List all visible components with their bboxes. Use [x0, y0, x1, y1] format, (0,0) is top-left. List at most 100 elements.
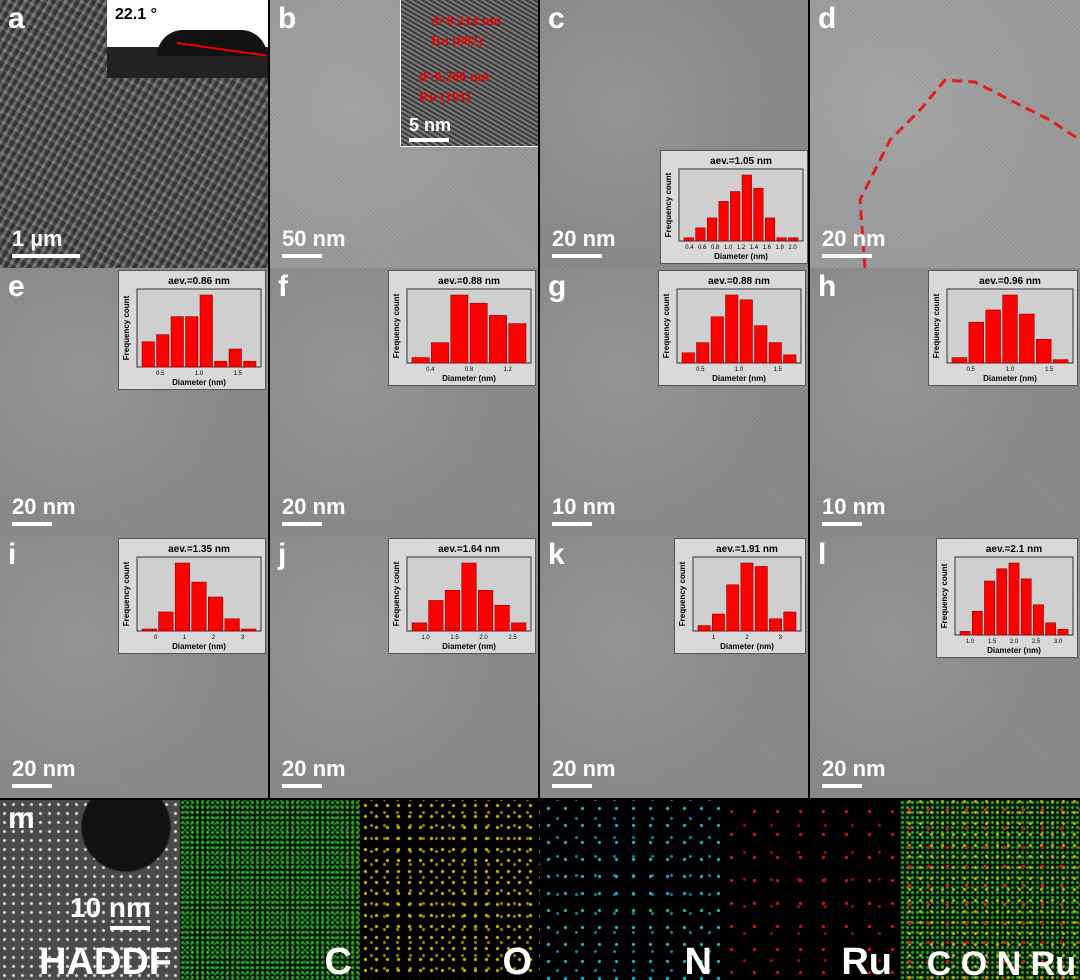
histogram-bar — [478, 589, 494, 632]
scale-bar-m: 10 nm — [70, 894, 151, 930]
histogram-bar — [411, 357, 430, 364]
x-tick-label: 1.0 — [195, 371, 204, 377]
histogram-g: aev.=0.88 nm 0.5 1.0 1.5 Diameter (nm) Freque… — [658, 270, 806, 386]
x-tick-label: 1.8 — [775, 245, 784, 251]
histogram-bar — [1008, 562, 1020, 636]
contact-angle-inset: 22.1 ° — [107, 0, 268, 78]
panel-label-i: i — [8, 538, 17, 571]
fringe-label-1: d=0.214 nm — [431, 14, 502, 29]
histogram-bar — [224, 618, 240, 632]
histogram-svg: aev.=0.88 nm 0.4 0.8 1.2 Diameter (nm) Freque… — [392, 276, 532, 383]
histogram-bar — [996, 568, 1008, 636]
y-axis-label: Frequency count — [662, 293, 671, 358]
carbon-label: C — [324, 941, 352, 980]
panel-label-d: d — [818, 2, 837, 35]
histogram-bar — [1036, 338, 1052, 364]
scale-bar-i: 20 nm — [12, 758, 76, 788]
panel-e-tem-image: e 20 nm aev.=0.86 nm 0.5 1.0 1.5 Diameter (n… — [0, 268, 268, 536]
ruthenium-map: Ru — [720, 800, 900, 980]
histogram-bar — [683, 237, 694, 242]
histogram-bar — [444, 589, 460, 632]
histogram-bar — [199, 294, 213, 368]
panel-label-c: c — [548, 2, 565, 35]
x-tick-label: 1.0 — [421, 635, 430, 641]
panel-h-tem-image: h 10 nm aev.=0.96 nm 0.5 1.0 1.5 Diameter (n… — [810, 268, 1080, 536]
histogram-bar — [1052, 359, 1069, 364]
histogram-bar — [1057, 628, 1069, 636]
x-tick-label: 1.6 — [763, 245, 772, 251]
x-axis-label: Diameter (nm) — [442, 642, 496, 651]
histogram-bar — [681, 352, 695, 364]
x-tick-label: 1.2 — [503, 367, 512, 373]
oxygen-label: O — [502, 941, 532, 980]
nitrogen-map: N — [540, 800, 720, 980]
inset-scale-bar-b: 5 nm — [409, 116, 451, 142]
x-tick-label: 1.5 — [450, 635, 459, 641]
x-tick-label: 1.5 — [773, 367, 782, 373]
fringe-label-2b: Ru (101) — [419, 90, 471, 105]
histogram-bar — [511, 622, 527, 632]
panel-k-tem-image: k 20 nm aev.=1.91 nm 1 2 3 Diameter (nm) Freq… — [540, 536, 808, 798]
panel-label-l: l — [818, 538, 827, 571]
histogram-title: aev.=0.88 nm — [708, 276, 770, 287]
scale-bar-f: 20 nm — [282, 496, 346, 526]
histogram-bar — [170, 316, 184, 368]
x-tick-label: 2.0 — [1010, 639, 1019, 645]
x-tick-label: 0 — [154, 635, 158, 641]
y-axis-label: Frequency count — [392, 561, 401, 626]
histogram-bar — [710, 316, 724, 364]
haadf-map: m 10 nm HADDF — [0, 800, 180, 980]
x-tick-label: 2.5 — [1032, 639, 1041, 645]
x-tick-label: 1.0 — [1006, 367, 1015, 373]
histogram-bar — [725, 294, 739, 364]
x-tick-label: 1.0 — [724, 245, 733, 251]
contact-angle-value: 22.1 ° — [115, 6, 157, 23]
haadf-label: HADDF — [39, 941, 172, 980]
x-axis-label: Diameter (nm) — [172, 378, 226, 387]
panel-d-tem-image: d 20 nm — [810, 0, 1080, 268]
y-axis-label: Frequency count — [932, 293, 941, 358]
histogram-bar — [174, 562, 190, 632]
panel-label-f: f — [278, 270, 288, 303]
scale-text-a: 1 µm — [12, 226, 63, 251]
panel-g-tem-image: g 10 nm aev.=0.88 nm 0.5 1.0 1.5 Diameter (n… — [540, 268, 808, 536]
panel-label-a: a — [8, 2, 25, 35]
x-axis-label: Diameter (nm) — [172, 642, 226, 651]
histogram-bar — [494, 604, 510, 632]
histogram-j: aev.=1.64 nm 1.0 1.5 2.0 2.5 Diameter (nm) Fre… — [388, 538, 536, 654]
histogram-bar — [968, 321, 984, 364]
histogram-bar — [697, 625, 711, 632]
panel-label-h: h — [818, 270, 837, 303]
x-tick-label: 2 — [745, 635, 749, 641]
scale-bar-b: 50 nm — [282, 228, 346, 258]
y-axis-label: Frequency count — [122, 295, 131, 360]
x-tick-label: 2.0 — [788, 245, 797, 251]
histogram-bar — [208, 596, 224, 632]
histogram-bar — [718, 201, 729, 242]
scale-bar-c: 20 nm — [552, 228, 616, 258]
histogram-bar — [228, 348, 242, 368]
histogram-svg: aev.=1.35 nm 0 1 2 3 Diameter (nm) Frequency c… — [122, 544, 262, 651]
carbon-map: C — [180, 800, 360, 980]
x-tick-label: 0.4 — [426, 367, 435, 373]
panel-label-g: g — [548, 270, 567, 303]
histogram-title: aev.=1.64 nm — [438, 544, 500, 555]
histogram-svg: aev.=1.05 nm 0.4 0.6 0.8 1.0 1.2 1.4 1.6 1.8 2.0 D… — [664, 156, 804, 261]
histogram-i: aev.=1.35 nm 0 1 2 3 Diameter (nm) Frequency c… — [118, 538, 266, 654]
oxygen-map: O — [360, 800, 540, 980]
panel-j-tem-image: j 20 nm aev.=1.64 nm 1.0 1.5 2.0 2.5 Diameter… — [270, 536, 538, 798]
scale-bar-l: 20 nm — [822, 758, 886, 788]
y-axis-label: Frequency count — [664, 172, 673, 237]
panel-i-tem-image: i 20 nm aev.=1.35 nm 0 1 2 3 Diameter (nm) Fre… — [0, 536, 268, 798]
histogram-bar — [740, 562, 754, 632]
histogram-svg: aev.=2.1 nm 1.0 1.5 2.0 2.5 3.0 Diameter (nm) F… — [940, 544, 1074, 655]
x-tick-label: 1.5 — [988, 639, 997, 645]
histogram-bar — [214, 360, 228, 368]
x-tick-label: 0.6 — [698, 245, 707, 251]
histogram-bar — [428, 600, 444, 632]
scale-bar-h: 10 nm — [822, 496, 886, 526]
histogram-title: aev.=1.35 nm — [168, 544, 230, 555]
histogram-svg: aev.=0.96 nm 0.5 1.0 1.5 Diameter (nm) Freque… — [932, 276, 1074, 383]
histogram-bar — [768, 342, 782, 364]
histogram-bar — [764, 217, 776, 242]
